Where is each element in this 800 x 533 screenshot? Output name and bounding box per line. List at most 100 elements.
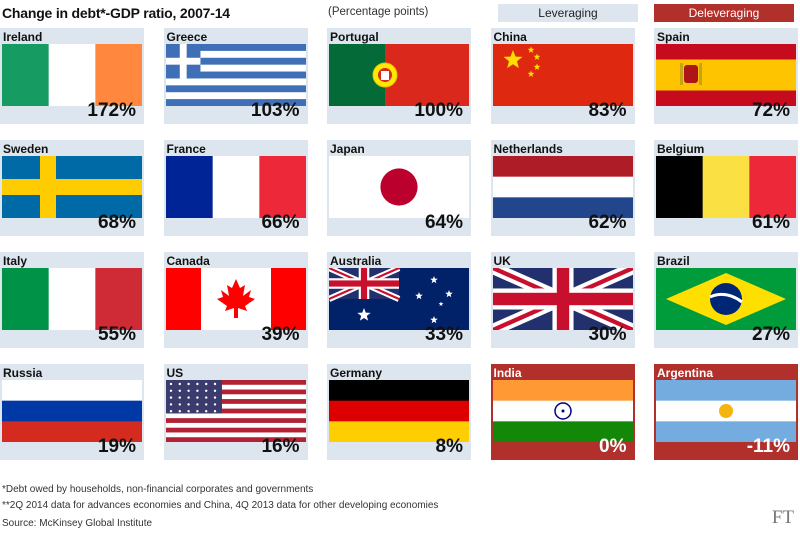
- country-cell: Netherlands 62%: [490, 140, 635, 236]
- value-label: 8%: [435, 436, 463, 457]
- value-label: 39%: [261, 324, 300, 345]
- country-name: Greece: [166, 30, 208, 44]
- country-name: Spain: [657, 30, 690, 44]
- flag-graphic: [492, 380, 633, 442]
- value-label: 30%: [588, 324, 627, 345]
- legend-leveraging-label: Leveraging: [538, 6, 598, 20]
- france-flag-icon: [165, 156, 306, 218]
- value-label: 83%: [588, 100, 627, 121]
- country-name: Japan: [330, 142, 365, 156]
- country-cell: Argentina -11%: [654, 364, 798, 460]
- value-label: 100%: [414, 100, 463, 121]
- footnotes: *Debt owed by households, non-financial …: [2, 482, 782, 532]
- ft-logo: FT: [771, 507, 794, 528]
- legend-deleveraging-swatch: [654, 4, 794, 22]
- greece-flag-icon: [165, 44, 306, 106]
- country-cell: US 16%: [163, 364, 308, 460]
- country-cell: Spain 72%: [654, 28, 798, 124]
- country-cell: Canada 39%: [163, 252, 308, 348]
- country-cell: France 66%: [163, 140, 308, 236]
- flag-graphic: [656, 44, 796, 106]
- flag-graphic: [165, 380, 306, 442]
- country-cell: Russia 19%: [0, 364, 144, 460]
- flag-graphic: [656, 380, 796, 442]
- value-label: 62%: [588, 212, 627, 233]
- country-cell: India 0%: [490, 364, 635, 460]
- value-label: 0%: [599, 436, 627, 457]
- japan-flag-icon: [329, 156, 469, 218]
- value-label: 64%: [424, 212, 463, 233]
- flag-graphic: [165, 268, 306, 330]
- country-cell: Ireland 172%: [0, 28, 144, 124]
- country-cell: Australia 33%: [327, 252, 471, 348]
- value-label: 61%: [751, 212, 790, 233]
- sweden-flag-icon: [2, 156, 142, 218]
- flag-graphic: [329, 268, 469, 330]
- value-label: 27%: [751, 324, 790, 345]
- country-name: Germany: [330, 366, 383, 380]
- country-cell: China 83%: [490, 28, 635, 124]
- chart-subtitle: (Percentage points): [328, 6, 429, 18]
- flag-graphic: [492, 44, 633, 106]
- ireland-flag-icon: [2, 44, 142, 106]
- value-label: 72%: [751, 100, 790, 121]
- netherlands-flag-icon: [492, 156, 633, 218]
- value-label: 16%: [261, 436, 300, 457]
- flag-graphic: [656, 156, 796, 218]
- value-label: 172%: [87, 100, 136, 121]
- country-cell: Portugal 100%: [327, 28, 471, 124]
- country-cell: Japan 64%: [327, 140, 471, 236]
- uk-flag-icon: [492, 268, 633, 330]
- country-name: UK: [493, 254, 511, 268]
- country-name: France: [166, 142, 206, 156]
- flag-graphic: [329, 44, 469, 106]
- flag-graphic: [329, 156, 469, 218]
- value-label: 19%: [97, 436, 136, 457]
- country-name: Ireland: [3, 30, 43, 44]
- germany-flag-icon: [329, 380, 469, 442]
- country-name: Argentina: [657, 366, 714, 380]
- country-name: Russia: [3, 366, 43, 380]
- flag-graphic: [656, 268, 796, 330]
- country-name: Italy: [3, 254, 28, 268]
- country-name: Sweden: [3, 142, 49, 156]
- country-name: Portugal: [330, 30, 379, 44]
- flag-graphic: [2, 380, 142, 442]
- flag-graphic: [329, 380, 469, 442]
- india-flag-icon: [492, 380, 633, 442]
- country-cell: Brazil 27%: [654, 252, 798, 348]
- canada-flag-icon: [165, 268, 306, 330]
- country-name: Netherlands: [493, 142, 563, 156]
- country-name: India: [493, 366, 522, 380]
- footnote-1: *Debt owed by households, non-financial …: [2, 484, 314, 495]
- brazil-flag-icon: [656, 268, 796, 330]
- flag-graphic: [165, 44, 306, 106]
- value-label: -11%: [746, 436, 790, 457]
- legend-deleveraging-label: Deleveraging: [688, 6, 760, 20]
- spain-flag-icon: [656, 44, 796, 106]
- country-cell: Germany 8%: [327, 364, 471, 460]
- value-label: 103%: [250, 100, 300, 121]
- country-name: Belgium: [657, 142, 705, 156]
- italy-flag-icon: [2, 268, 142, 330]
- chart-title: Change in debt*-GDP ratio, 2007-14: [2, 5, 230, 21]
- country-cell: Greece 103%: [163, 28, 308, 124]
- flag-graphic: [492, 156, 633, 218]
- value-label: 33%: [424, 324, 463, 345]
- country-name: Australia: [330, 254, 382, 268]
- portugal-flag-icon: [329, 44, 469, 106]
- source-line: Source: McKinsey Global Institute: [2, 518, 153, 529]
- flag-graphic: [2, 268, 142, 330]
- china-flag-icon: [492, 44, 633, 106]
- value-label: 66%: [261, 212, 300, 233]
- flag-graphic: [492, 268, 633, 330]
- us-flag-icon: [165, 380, 306, 442]
- value-label: 55%: [97, 324, 136, 345]
- flag-graphic: [2, 156, 142, 218]
- flag-graphic: [2, 44, 142, 106]
- flag-graphic: [165, 156, 306, 218]
- country-cell: Sweden 68%: [0, 140, 144, 236]
- value-label: 68%: [97, 212, 136, 233]
- flag-grid: Ireland 172% Greece 103% Portugal 100% China 83…: [0, 28, 800, 474]
- country-cell: Italy 55%: [0, 252, 144, 348]
